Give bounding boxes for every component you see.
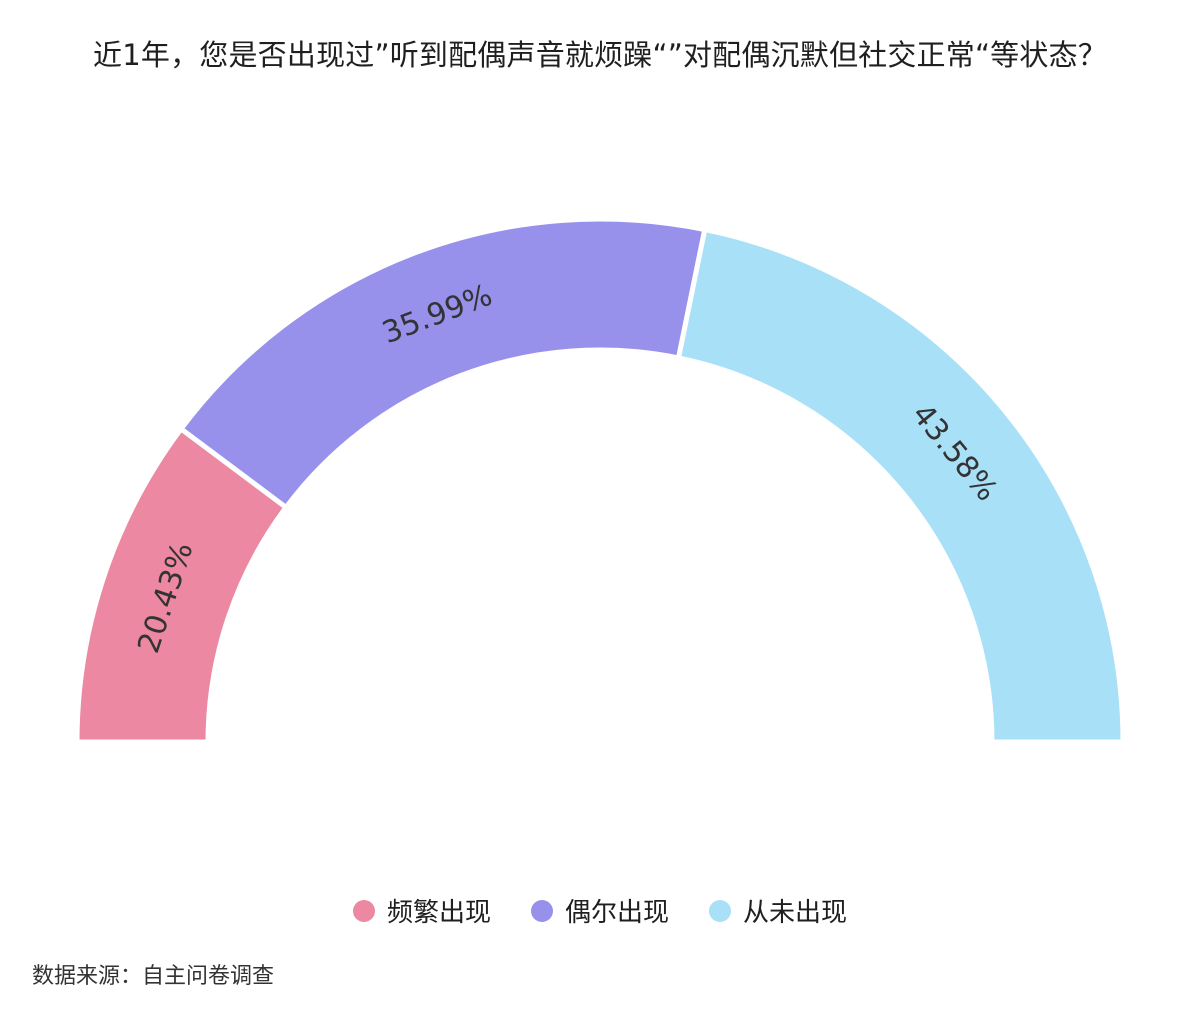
legend-marker (530, 899, 553, 922)
slice-group (74, 216, 1126, 745)
chart-title: 近1年，您是否出现过”听到配偶声音就烦躁“”对配偶沉默但社交正常“等状态？ (93, 38, 1107, 72)
legend-marker (352, 899, 375, 922)
legend-item-never[interactable]: 从未出现 (709, 892, 847, 929)
legend-marker (709, 899, 731, 922)
slice-never[interactable] (676, 227, 1126, 745)
legend-label: 从未出现 (743, 898, 848, 928)
legend-label: 偶尔出现 (564, 898, 669, 928)
legend-item-occasional[interactable]: 偶尔出现 (530, 892, 669, 929)
slice-occasional[interactable] (178, 216, 708, 510)
legend-item-frequent[interactable]: 频繁出现 (352, 892, 491, 929)
legend: 频繁出现 偶尔出现 从未出现 (0, 892, 1200, 929)
data-source-note: 数据来源：自主问卷调查 (32, 964, 275, 989)
legend-label: 频繁出现 (386, 898, 491, 928)
